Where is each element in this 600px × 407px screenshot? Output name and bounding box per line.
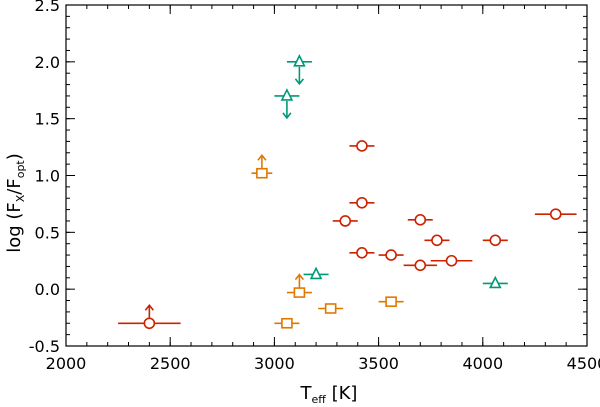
circles-point [403, 259, 437, 272]
y-tick-label: 0.5 [35, 223, 60, 242]
triangle-marker [309, 266, 323, 280]
triangles-point [303, 266, 329, 280]
y-axis-title: log (FX/Fopt) [4, 153, 27, 253]
x-tick-label: 3000 [254, 354, 295, 373]
triangle-marker [280, 88, 294, 101]
x-tick-label: 4000 [462, 354, 503, 373]
square-marker [324, 303, 337, 314]
circles-point [349, 140, 375, 152]
x-tick-label: 2500 [150, 354, 191, 373]
circle-marker [385, 249, 397, 261]
x-axis-title-main: T [300, 383, 313, 404]
circles-point [430, 254, 473, 267]
x-axis-title-unit: [K] [332, 383, 358, 404]
y-tick-label: -0.5 [29, 337, 60, 356]
y-tick-label: 2.0 [35, 53, 60, 72]
triangle-marker [293, 54, 306, 67]
squares-point [274, 317, 300, 329]
square-marker [385, 296, 397, 307]
circle-marker [549, 208, 562, 220]
axis-ticks [65, 4, 588, 347]
triangles-point [274, 88, 300, 120]
circles-point [407, 214, 433, 226]
circle-marker [414, 214, 427, 226]
circles-point [118, 303, 181, 330]
circles-point [378, 249, 404, 261]
data-points [118, 54, 577, 330]
circles-point [332, 215, 358, 227]
squares-point [378, 296, 404, 307]
circle-marker [339, 215, 352, 227]
circles-point [424, 234, 450, 247]
circle-marker [445, 254, 458, 267]
circle-marker [489, 234, 502, 247]
circle-marker [356, 140, 368, 152]
triangles-point [482, 275, 508, 289]
y-tick-labels: -0.5 0.0 0.5 1.0 1.5 2.0 2.5 [29, 0, 60, 356]
square-marker [281, 317, 293, 329]
y-tick-label: 1.0 [35, 167, 60, 186]
x-tick-label: 4500 [567, 354, 600, 373]
upper-limit-arrow-head [282, 112, 292, 120]
y-axis-title-mid: /F [4, 178, 25, 194]
square-marker [293, 287, 306, 298]
y-axis-title-sub2: opt [14, 160, 27, 179]
y-axis-title-sub1: X [14, 194, 27, 202]
circles-point [534, 208, 577, 220]
x-tick-label: 2000 [46, 354, 87, 373]
y-axis-title-suffix: ) [4, 153, 25, 160]
y-tick-label: 1.5 [35, 110, 60, 129]
x-tick-labels: 2000 2500 3000 3500 4000 4500 [46, 354, 600, 373]
lower-limit-arrow-head [144, 303, 154, 311]
lower-limit-arrow-head [257, 153, 267, 161]
circles-point [482, 234, 508, 247]
lower-limit-arrow-head [294, 273, 305, 281]
triangle-marker [489, 275, 502, 289]
y-tick-label: 0.0 [35, 280, 60, 299]
square-marker [256, 167, 268, 179]
squares-point [286, 273, 312, 298]
x-axis-title: Teff [K] [300, 383, 358, 406]
circles-point [349, 196, 375, 209]
circle-marker [356, 196, 368, 209]
y-tick-label: 2.5 [35, 0, 60, 15]
x-axis-title-sub: eff [312, 393, 327, 406]
squares-point [251, 153, 273, 179]
x-tick-label: 3500 [358, 354, 399, 373]
circle-marker [414, 259, 427, 272]
plot-frame [65, 4, 588, 347]
upper-limit-arrow-head [294, 78, 305, 86]
squares-point [318, 303, 344, 314]
circles-point [349, 246, 375, 259]
circle-marker [431, 234, 443, 247]
circle-marker [356, 246, 368, 259]
y-axis-title-prefix: log (F [4, 202, 25, 253]
triangles-point [286, 54, 312, 86]
circle-marker [143, 317, 156, 330]
